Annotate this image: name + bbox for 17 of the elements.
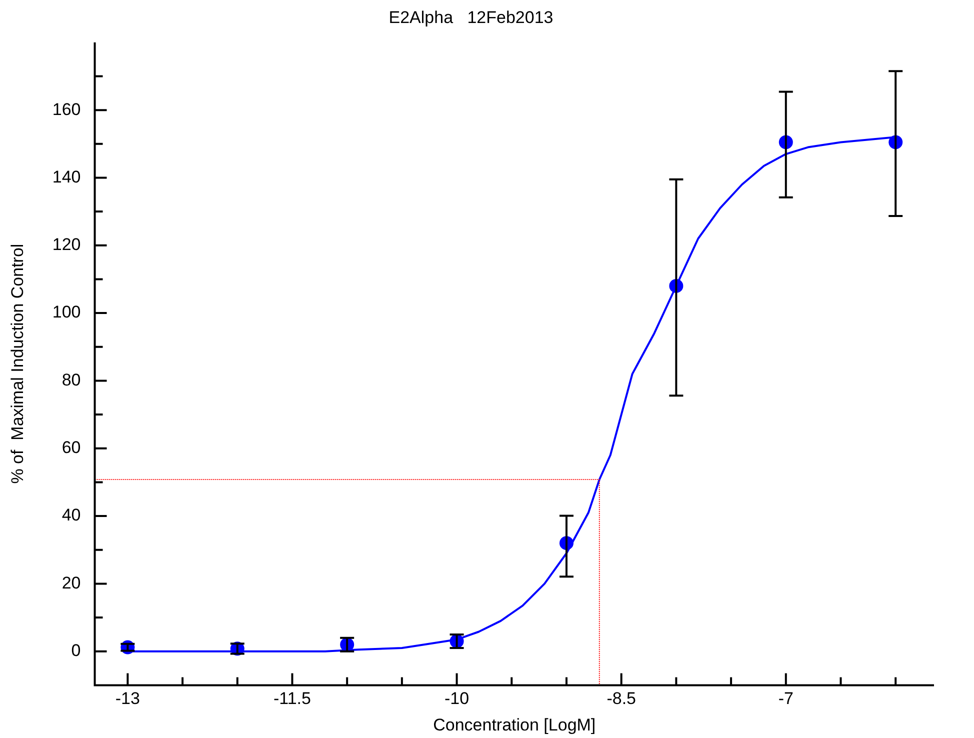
y-tick-label: 160	[52, 100, 81, 119]
x-tick-label: -11.5	[273, 689, 311, 708]
y-tick-label: 100	[52, 302, 81, 322]
x-tick-label: -13	[115, 689, 140, 708]
y-tick-label: 80	[62, 370, 81, 390]
x-tick-label: -10	[444, 689, 470, 708]
x-axis-title: Concentration [LogM]	[433, 715, 596, 734]
x-tick-label: -7	[778, 689, 794, 708]
y-tick-label: 140	[52, 167, 81, 186]
x-tick-label: -8.5	[606, 689, 636, 708]
y-tick-label: 20	[62, 573, 81, 592]
y-tick-label: 60	[62, 438, 81, 458]
chart-title: E2Alpha 12Feb2013	[388, 8, 554, 27]
y-tick-label: 0	[71, 641, 81, 660]
y-tick-label: 40	[62, 506, 81, 525]
y-axis-title: % of Maximal Induction Control	[8, 244, 27, 484]
y-tick-label: 120	[52, 235, 81, 254]
